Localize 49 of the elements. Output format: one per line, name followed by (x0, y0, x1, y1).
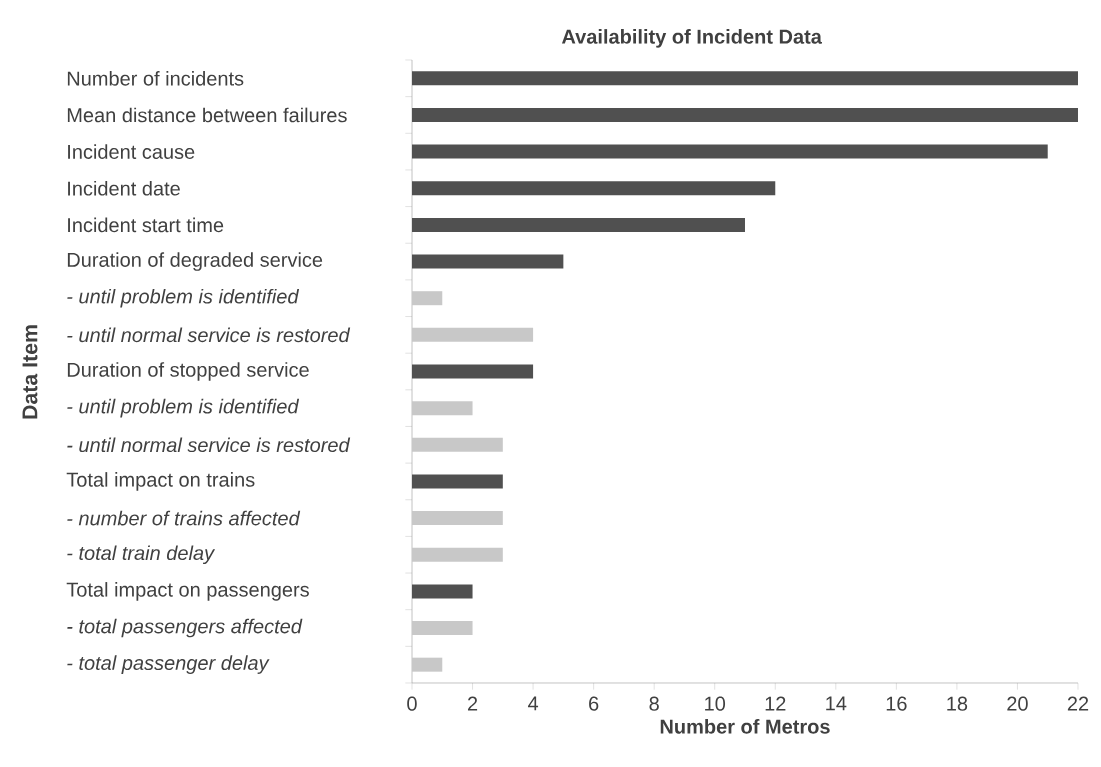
bar (412, 474, 503, 489)
bar (412, 327, 534, 342)
bar (412, 71, 1078, 86)
bar (412, 254, 564, 269)
x-tick-label: 20 (1007, 696, 1028, 711)
x-tick-label: 14 (826, 696, 847, 711)
x-tick-label: 0 (407, 696, 417, 711)
y-tick-label: - total train delay (67, 545, 216, 565)
x-tick-label: 4 (527, 696, 539, 711)
y-tick-label: - until problem is identified (67, 288, 300, 308)
bar (412, 107, 1078, 122)
y-tick-label: Total impact on passengers (66, 582, 309, 601)
x-tick-label: 6 (589, 696, 599, 711)
y-tick-label: Mean distance between failures (67, 107, 347, 123)
x-tick-label: 12 (765, 696, 786, 711)
x-tick-label: 16 (886, 696, 907, 711)
y-tick-label: Incident start time (68, 217, 224, 233)
bar (412, 144, 1048, 159)
bar (412, 584, 473, 599)
bar (412, 217, 745, 232)
y-tick-label: Duration of degraded service (67, 252, 323, 271)
bar (412, 547, 503, 562)
bar (412, 437, 503, 452)
y-tick-label: - until problem is identified (67, 398, 300, 418)
bar (412, 401, 473, 416)
y-tick-label: Number of incidents (67, 70, 244, 86)
bar (412, 621, 473, 636)
bar (412, 511, 503, 526)
bar (412, 364, 534, 379)
y-tick-label: - until normal service is restored (67, 327, 351, 343)
y-tick-label: Duration of stopped service (67, 362, 309, 381)
bar (412, 181, 776, 196)
x-tick-label: 22 (1067, 696, 1089, 711)
bar (412, 657, 443, 672)
y-tick-label: - total passenger delay (67, 655, 270, 674)
y-tick-label: Incident cause (68, 144, 195, 159)
x-axis-title: Number of Metros (660, 719, 830, 734)
y-axis-title: Data Item (22, 325, 38, 419)
y-tick-label: Total impact on trains (66, 472, 255, 491)
chart-title: Availability of Incident Data (561, 29, 822, 48)
bar (412, 291, 443, 306)
x-tick-label: 18 (947, 696, 968, 711)
y-tick-label: - until normal service is restored (67, 437, 351, 453)
x-tick-label: 10 (705, 696, 726, 711)
y-tick-label: - number of trains affected (67, 510, 301, 526)
x-tick-label: 8 (649, 696, 659, 711)
y-tick-label: - total passengers affected (67, 618, 303, 638)
y-tick-label: Incident date (68, 180, 180, 196)
x-tick-label: 2 (467, 696, 478, 711)
